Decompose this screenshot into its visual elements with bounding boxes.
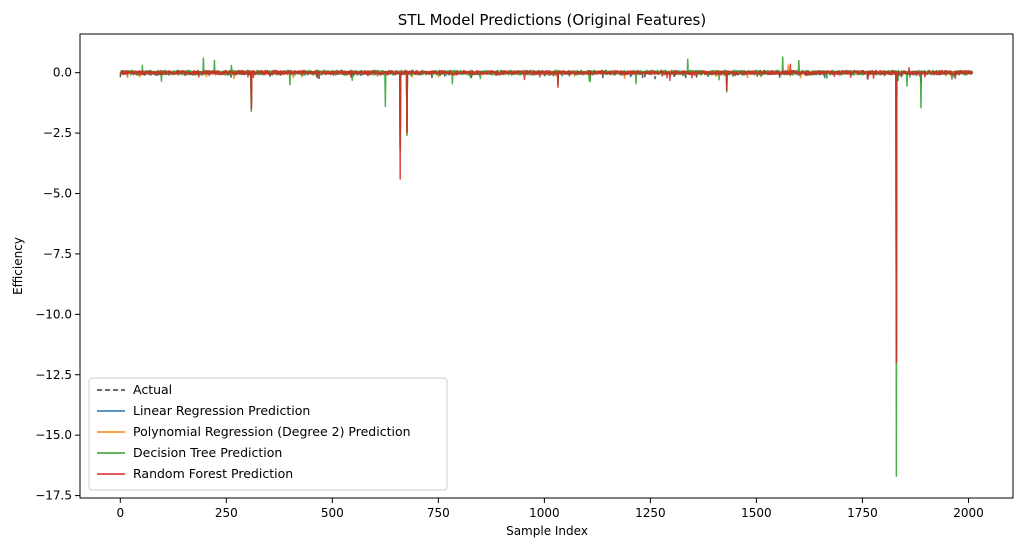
y-tick-label: −7.5 [43,247,72,261]
series-line-2 [119,64,973,359]
y-tick-label: −2.5 [43,126,72,140]
legend-label: Decision Tree Prediction [133,445,282,460]
x-tick-label: 1500 [741,506,772,520]
y-axis-label: Efficiency [11,237,25,295]
chart-title: STL Model Predictions (Original Features… [398,11,706,29]
plot-frame [79,33,1014,499]
legend: Actual Linear Regression Prediction Polyno… [88,377,448,491]
x-tick-label: 250 [215,506,238,520]
legend-label: Polynomial Regression (Degree 2) Predict… [133,424,411,439]
y-tick-label: −15.0 [35,428,72,442]
x-tick-label: 750 [427,506,450,520]
y-tick-label: −10.0 [35,307,72,321]
y-tick-label: −12.5 [35,368,72,382]
x-tick-label: 1250 [635,506,666,520]
x-tick-label: 0 [116,506,124,520]
x-axis-label: Sample Index [506,524,588,538]
y-tick-label: 0.0 [53,66,72,80]
x-tick-label: 500 [321,506,344,520]
x-tick-label: 1000 [529,506,560,520]
legend-label: Linear Regression Prediction [133,403,310,418]
legend-box [88,377,448,491]
legend-label: Random Forest Prediction [133,466,293,481]
x-tick-label: 2000 [953,506,984,520]
y-tick-label: −17.5 [35,489,72,503]
series-line-4 [119,63,974,364]
x-tick-label: 1750 [847,506,878,520]
legend-label: Actual [133,382,172,397]
series-line-1 [119,70,973,352]
plot-area [119,56,974,477]
series-line-0 [119,70,973,364]
axes: 0 250 500 750 1000 1250 1500 1750 2000 0.0 −2.5 −5.… [35,33,1014,520]
y-tick-label: −5.0 [43,187,72,201]
